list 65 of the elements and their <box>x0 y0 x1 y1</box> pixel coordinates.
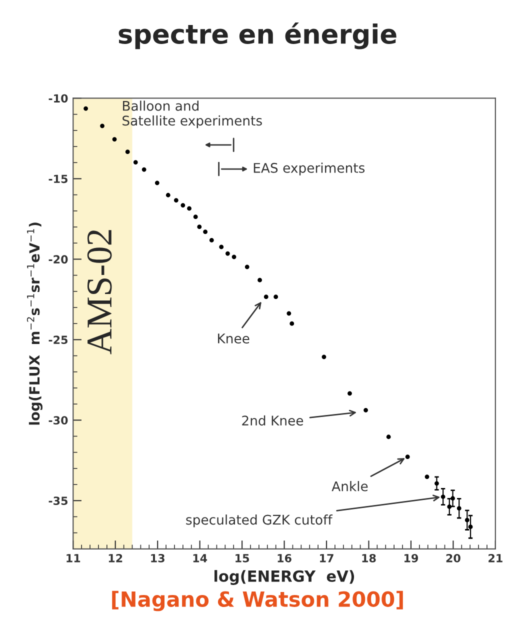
y-tick-label: -10 <box>48 94 68 103</box>
band-label: AMS-02 <box>87 230 112 354</box>
x-tick-label: 14 <box>193 554 208 562</box>
point <box>424 474 430 479</box>
point <box>386 434 391 440</box>
annotation: Balloon and Satellite experiments <box>122 100 262 128</box>
point <box>154 180 160 186</box>
x-tick-label: 21 <box>488 554 502 562</box>
x-tick-label: 12 <box>108 554 122 562</box>
point <box>112 137 117 142</box>
point <box>274 294 278 300</box>
point <box>364 408 368 412</box>
text: [Nagano & Watson 2000] <box>112 590 403 612</box>
point <box>84 106 88 111</box>
point <box>405 454 410 460</box>
point <box>456 506 462 511</box>
point <box>209 238 214 242</box>
annotation: speculated GZK cutoff <box>186 514 333 528</box>
point <box>286 311 292 316</box>
point <box>447 504 452 509</box>
point <box>464 518 470 522</box>
x-tick-label: 16 <box>278 554 292 562</box>
x-tick-label: 13 <box>151 554 164 562</box>
point <box>187 206 192 211</box>
text: log(FLUX m$^{−2}$s$^{−1}$sr$^{−1}$eV$^{−1}$) <box>26 222 42 425</box>
y-tick-label: -15 <box>48 174 68 184</box>
point <box>166 192 170 198</box>
point <box>434 481 439 486</box>
x-tick-label: 11 <box>66 554 80 562</box>
y-tick-label: -25 <box>48 336 68 344</box>
x-tick-label: 18 <box>362 554 376 562</box>
point <box>440 494 446 499</box>
x-tick-label: 17 <box>320 554 334 562</box>
point <box>244 264 250 270</box>
x-tick-label: 20 <box>446 554 460 562</box>
point <box>203 230 208 234</box>
point <box>219 244 224 250</box>
x-axis-title: log(ENERGY eV) <box>214 570 354 585</box>
y-tick-label: -35 <box>48 496 68 505</box>
annotation: 2nd Knee <box>242 415 304 426</box>
point <box>468 524 473 530</box>
point <box>232 254 236 260</box>
point <box>100 124 104 128</box>
point <box>225 251 230 256</box>
point <box>180 203 186 208</box>
point <box>142 167 146 172</box>
point <box>197 224 202 230</box>
point <box>133 160 138 164</box>
annotation: EAS experiments <box>254 162 365 176</box>
chart-title: spectre en énergie <box>118 22 396 50</box>
x-tick-label: 19 <box>404 554 418 562</box>
annotation: Knee <box>218 334 250 344</box>
point <box>348 391 352 396</box>
y-tick-label: -30 <box>48 416 68 425</box>
point <box>258 278 262 282</box>
point <box>450 496 455 501</box>
x-tick-label: 15 <box>236 554 250 562</box>
y-tick-label: -20 <box>48 255 68 264</box>
point <box>193 214 198 220</box>
point <box>290 321 294 326</box>
point <box>125 150 130 154</box>
annotation: Ankle <box>332 481 368 492</box>
point <box>264 294 268 300</box>
point <box>174 198 178 202</box>
point <box>322 354 326 360</box>
